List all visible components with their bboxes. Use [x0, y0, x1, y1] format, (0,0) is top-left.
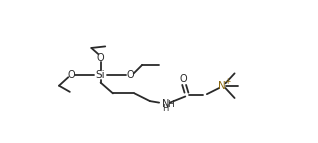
Text: N: N — [162, 99, 169, 109]
Text: Si: Si — [96, 70, 106, 80]
Text: O: O — [97, 53, 104, 63]
Text: N: N — [218, 81, 226, 91]
Text: O: O — [126, 70, 134, 80]
Text: H: H — [168, 100, 174, 109]
Text: +: + — [225, 77, 231, 86]
Text: H: H — [162, 104, 169, 113]
Text: O: O — [67, 70, 75, 80]
Text: O: O — [180, 74, 188, 84]
